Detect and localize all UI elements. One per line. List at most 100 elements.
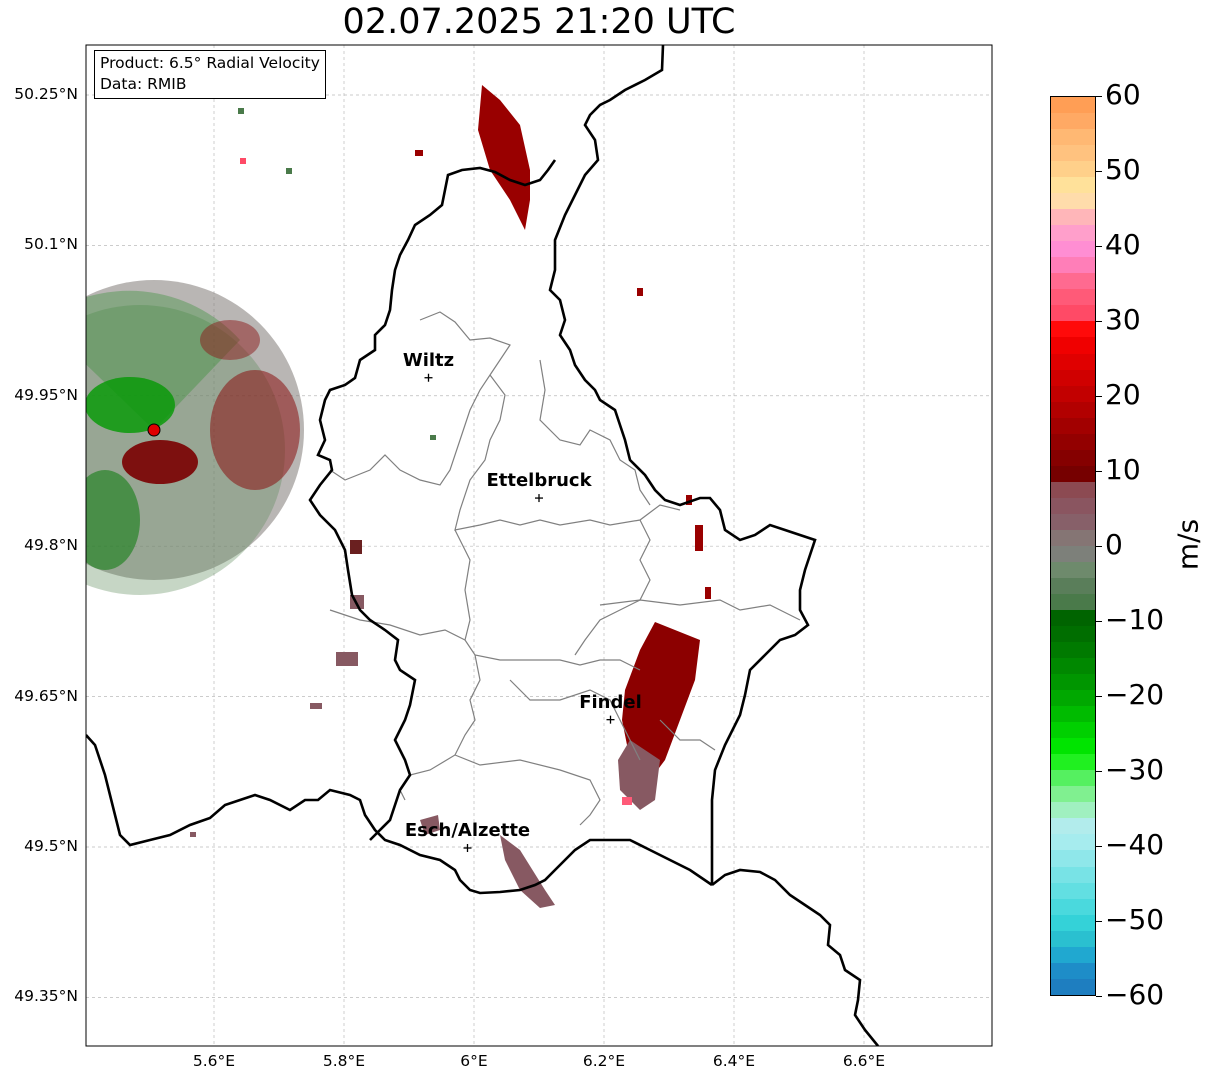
colorbar-band	[1051, 305, 1095, 322]
colorbar-tick	[1096, 171, 1102, 172]
canton-borders	[329, 311, 801, 826]
colorbar-band	[1051, 722, 1095, 739]
colorbar-band	[1051, 289, 1095, 306]
colorbar-tick	[1096, 246, 1102, 247]
colorbar-band	[1051, 481, 1095, 498]
colorbar-tick	[1096, 696, 1102, 697]
lon-label: 6.2°E	[582, 1052, 626, 1070]
colorbar-tick-label: −20	[1105, 678, 1165, 711]
colorbar-tick	[1096, 996, 1102, 997]
radar-echo-field	[86, 280, 304, 595]
colorbar-band	[1051, 385, 1095, 402]
colorbar-band	[1051, 674, 1095, 691]
colorbar-band	[1051, 97, 1095, 114]
colorbar-tick-label: 40	[1105, 228, 1141, 261]
colorbar-band	[1051, 898, 1095, 915]
colorbar-band	[1051, 321, 1095, 338]
lon-label: 6°E	[460, 1052, 488, 1070]
colorbar-band	[1051, 273, 1095, 290]
velocity-colorbar	[1050, 96, 1096, 996]
colorbar-band	[1051, 193, 1095, 210]
lat-label: 49.65°N	[14, 686, 78, 705]
colorbar-tick	[1096, 921, 1102, 922]
colorbar-band	[1051, 802, 1095, 819]
colorbar-band	[1051, 642, 1095, 659]
colorbar-bands	[1051, 97, 1095, 995]
colorbar-band	[1051, 209, 1095, 226]
data-source-label: Data: RMIB	[100, 75, 187, 93]
colorbar-band	[1051, 738, 1095, 755]
lat-label: 50.25°N	[14, 84, 78, 103]
colorbar-band	[1051, 850, 1095, 867]
colorbar-band	[1051, 337, 1095, 354]
lon-label: 5.6°E	[192, 1052, 236, 1070]
colorbar-band	[1051, 529, 1095, 546]
lon-label: 5.8°E	[322, 1052, 366, 1070]
lat-label: 49.95°N	[14, 385, 78, 404]
colorbar-tick	[1096, 471, 1102, 472]
colorbar-band	[1051, 882, 1095, 899]
colorbar-tick	[1096, 321, 1102, 322]
city-label: Ettelbruck	[486, 470, 592, 492]
gridlines	[86, 45, 992, 1046]
colorbar-tick-label: −40	[1105, 828, 1165, 861]
colorbar-tick-label: 20	[1105, 378, 1141, 411]
city-markers	[424, 373, 615, 853]
colorbar-band	[1051, 545, 1095, 562]
city-marker	[606, 715, 615, 724]
colorbar-band	[1051, 946, 1095, 963]
country-borders	[86, 45, 880, 1046]
colorbar-band	[1051, 177, 1095, 194]
city-label: Findel	[579, 691, 642, 713]
colorbar-tick-label: 10	[1105, 453, 1141, 486]
city-marker	[463, 844, 472, 853]
colorbar-band	[1051, 129, 1095, 146]
colorbar-band	[1051, 577, 1095, 594]
colorbar-band	[1051, 369, 1095, 386]
map-title: 02.07.2025 21:20 UTC	[342, 2, 736, 42]
lat-label: 50.1°N	[24, 235, 78, 254]
colorbar-band	[1051, 241, 1095, 258]
colorbar-tick-label: 60	[1105, 78, 1141, 111]
colorbar-band	[1051, 962, 1095, 979]
colorbar-tick-label: 30	[1105, 303, 1141, 336]
colorbar-band	[1051, 658, 1095, 675]
colorbar-band	[1051, 978, 1095, 995]
colorbar-band	[1051, 610, 1095, 627]
lat-label: 49.8°N	[24, 536, 78, 555]
colorbar-tick-label: 0	[1105, 528, 1123, 561]
lat-label: 49.35°N	[14, 987, 78, 1006]
colorbar-tick	[1096, 546, 1102, 547]
colorbar-tick	[1096, 96, 1102, 97]
colorbar-tick-label: −30	[1105, 753, 1165, 786]
colorbar-tick	[1096, 846, 1102, 847]
colorbar-band	[1051, 866, 1095, 883]
colorbar-band	[1051, 401, 1095, 418]
colorbar-band	[1051, 593, 1095, 610]
colorbar-band	[1051, 914, 1095, 931]
colorbar-band	[1051, 818, 1095, 835]
colorbar-band	[1051, 786, 1095, 803]
colorbar-band	[1051, 770, 1095, 787]
lat-label: 49.5°N	[24, 837, 78, 855]
colorbar-band	[1051, 690, 1095, 707]
colorbar-tick	[1096, 621, 1102, 622]
city-marker	[535, 494, 543, 503]
echo-cells	[190, 85, 711, 908]
colorbar-tick-label: −50	[1105, 903, 1165, 936]
colorbar-band	[1051, 706, 1095, 723]
city-label: Wiltz	[402, 349, 455, 371]
colorbar-band	[1051, 626, 1095, 643]
colorbar-band	[1051, 513, 1095, 530]
plot-frame	[85, 44, 993, 1047]
colorbar-band	[1051, 497, 1095, 514]
colorbar-band	[1051, 417, 1095, 434]
product-info-box: Product: 6.5° Radial Velocity Data: RMIB	[94, 50, 326, 99]
colorbar-tick	[1096, 771, 1102, 772]
colorbar-band	[1051, 225, 1095, 242]
city-marker	[424, 373, 433, 382]
colorbar-band	[1051, 561, 1095, 578]
lon-label: 6.4°E	[712, 1052, 756, 1070]
colorbar-band	[1051, 257, 1095, 274]
colorbar-band	[1051, 465, 1095, 482]
